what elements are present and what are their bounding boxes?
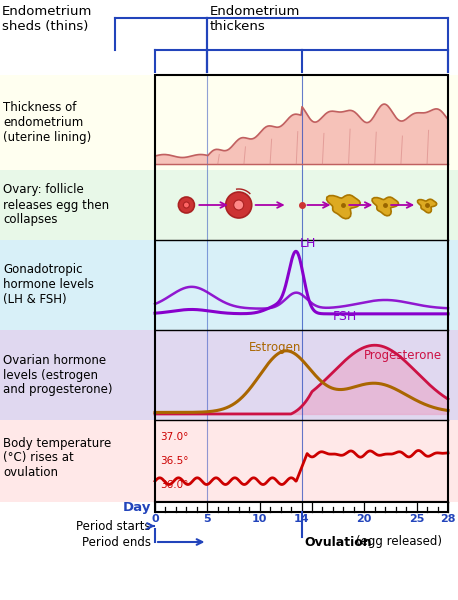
Polygon shape (418, 199, 437, 213)
Bar (0, 330, 458, 420)
Text: Ovarian hormone
levels (estrogen
and progesterone): Ovarian hormone levels (estrogen and pro… (3, 353, 113, 397)
Bar (0, 170, 458, 240)
Bar (0, 240, 458, 330)
Text: 14: 14 (294, 514, 309, 524)
Bar (0, 0, 458, 75)
Text: Gonadotropic
hormone levels
(LH & FSH): Gonadotropic hormone levels (LH & FSH) (3, 263, 94, 307)
Text: Period ends: Period ends (82, 535, 151, 548)
Text: LH: LH (300, 238, 316, 250)
Text: 20: 20 (357, 514, 372, 524)
Text: 37.0°: 37.0° (160, 432, 188, 442)
Bar (155, 75, 448, 502)
Text: 28: 28 (440, 514, 456, 524)
Text: 25: 25 (409, 514, 424, 524)
Text: Endometrium
sheds (thins): Endometrium sheds (thins) (2, 5, 93, 33)
Polygon shape (372, 197, 398, 216)
Text: Body temperature
(°C) rises at
ovulation: Body temperature (°C) rises at ovulation (3, 437, 111, 479)
Bar (155, 502, 448, 512)
Text: 5: 5 (203, 514, 211, 524)
Circle shape (234, 200, 244, 210)
Text: 36.0°: 36.0° (160, 480, 188, 490)
Text: Progesterone: Progesterone (364, 349, 442, 362)
Text: Period starts: Period starts (76, 520, 151, 533)
Circle shape (179, 197, 194, 213)
Text: FSH: FSH (333, 310, 357, 323)
Circle shape (183, 202, 190, 208)
Text: Ovary: follicle
releases egg then
collapses: Ovary: follicle releases egg then collap… (3, 184, 109, 226)
Text: 36.5°: 36.5° (160, 456, 189, 466)
Text: (egg released): (egg released) (355, 535, 442, 548)
Text: 10: 10 (252, 514, 267, 524)
Polygon shape (327, 195, 360, 219)
Bar (0, 420, 458, 502)
Text: 0: 0 (151, 514, 159, 524)
Text: Estrogen: Estrogen (249, 341, 301, 355)
Text: Ovulation: Ovulation (305, 535, 372, 548)
Circle shape (226, 192, 252, 218)
Bar (0, 75, 458, 170)
Text: Day: Day (123, 500, 151, 514)
Text: Endometrium
thickens: Endometrium thickens (210, 5, 300, 33)
Text: Thickness of
endometrium
(uterine lining): Thickness of endometrium (uterine lining… (3, 101, 91, 144)
